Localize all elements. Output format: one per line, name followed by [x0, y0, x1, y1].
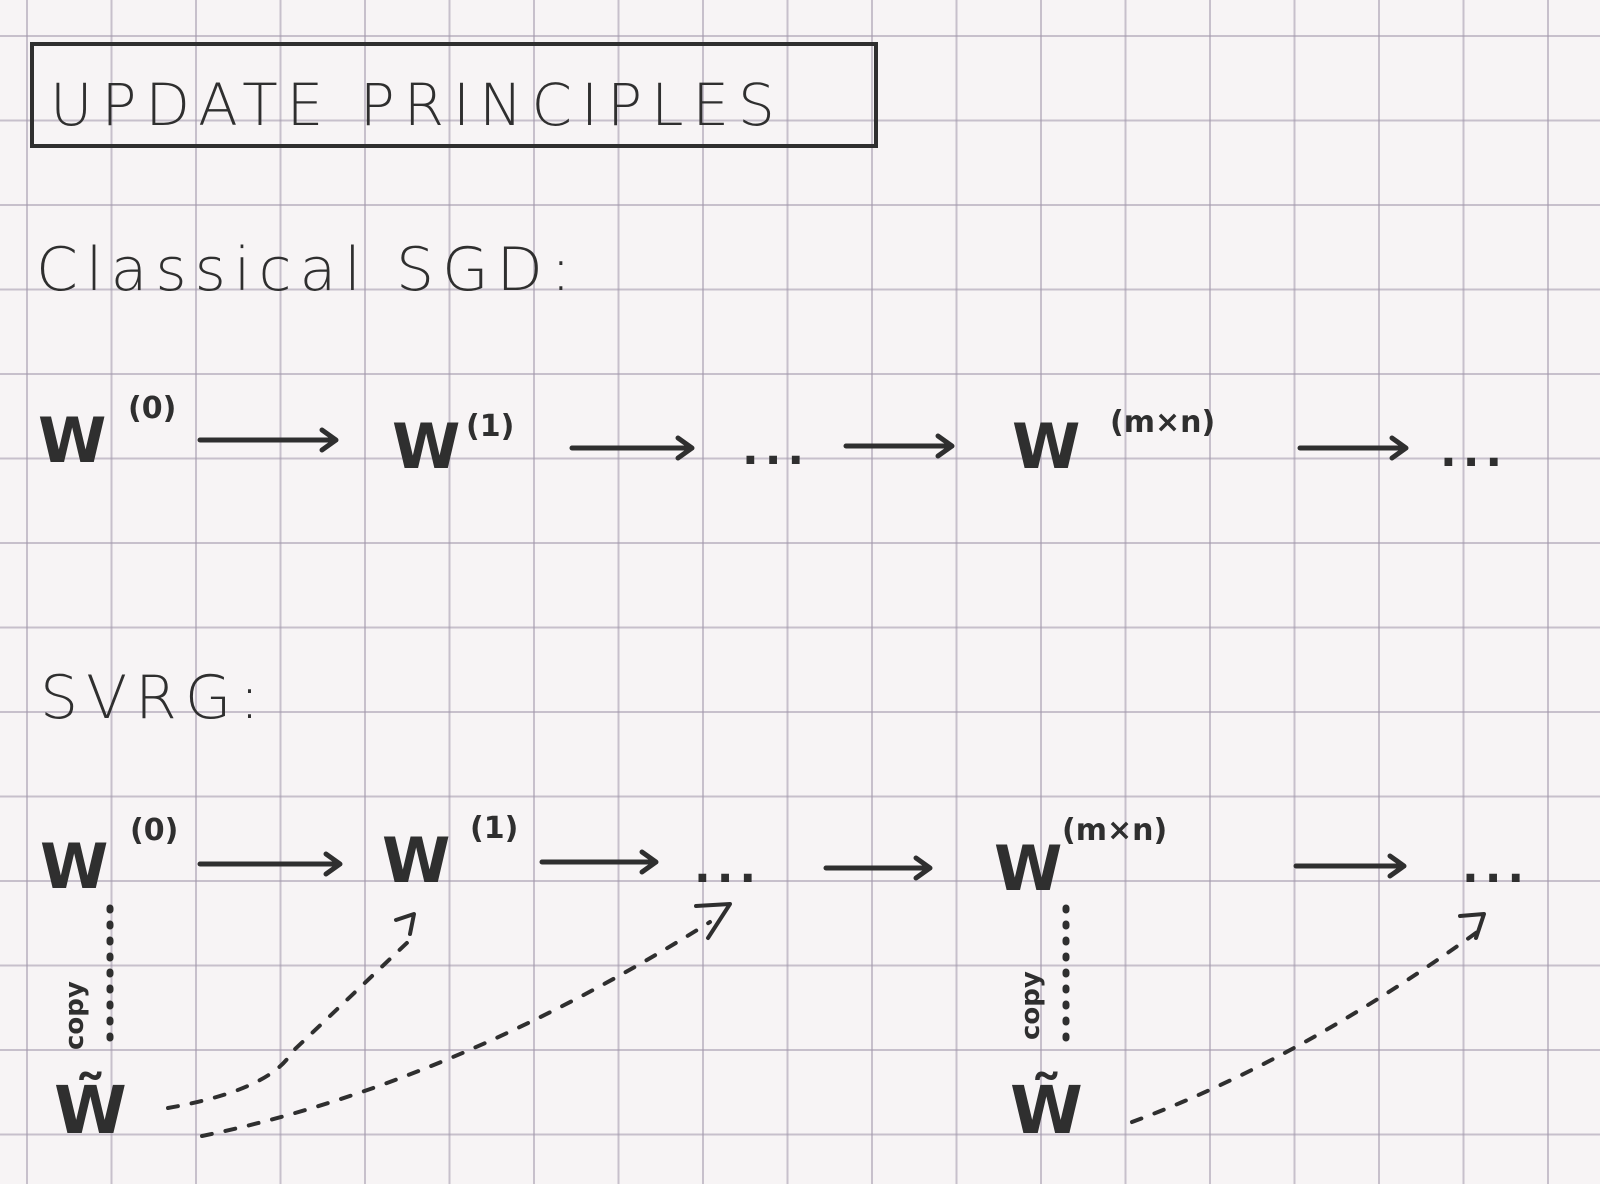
- svrg-arrow-2: [539, 849, 659, 875]
- svrg-w0-superscript: (0): [130, 813, 179, 848]
- svrg-w1: W: [382, 824, 451, 897]
- svrg-arrow-4: [1293, 853, 1407, 879]
- snapshot-connector-3: [1130, 928, 1482, 1124]
- classical-arrow-1: [197, 427, 339, 453]
- classical-wmn-superscript: (m×n): [1110, 405, 1216, 440]
- svrg-snapshot-w-tilde-2: W̃: [1010, 1072, 1083, 1149]
- classical-w0: W: [38, 404, 107, 477]
- svrg-snapshot-w-tilde-1: W̃: [54, 1072, 127, 1149]
- svrg-ellipsis-1: ...: [694, 842, 763, 893]
- classical-arrow-2: [569, 435, 695, 461]
- snapshot-connector-2-head: [694, 902, 732, 940]
- title-box: [30, 42, 878, 148]
- classical-w0-superscript: (0): [128, 391, 177, 426]
- svrg-wmn: W: [994, 832, 1063, 905]
- classical-ellipsis-1: ...: [742, 424, 811, 475]
- classical-arrow-3: [843, 433, 955, 459]
- svrg-w1-superscript: (1): [470, 811, 519, 846]
- classical-w1-superscript: (1): [466, 409, 515, 444]
- snapshot-connector-2: [200, 920, 712, 1138]
- classical-arrow-4: [1297, 435, 1409, 461]
- classical-ellipsis-2: ...: [1440, 426, 1509, 477]
- svrg-arrow-1: [197, 851, 343, 877]
- svrg-w0: W: [40, 830, 109, 903]
- classical-wmn: W: [1012, 410, 1081, 483]
- classical-w1: W: [392, 410, 461, 483]
- snapshot-connector-3-head: [1458, 912, 1486, 940]
- svrg-arrow-3: [823, 855, 933, 881]
- snapshot-connector-1: [166, 938, 412, 1110]
- snapshot-connector-1-head: [394, 912, 416, 936]
- svrg-heading: SVRG:: [40, 663, 268, 733]
- page-title: UPDATE PRINCIPLES: [50, 71, 784, 139]
- svrg-ellipsis-2: ...: [1462, 842, 1531, 893]
- svrg-wmn-superscript: (m×n): [1062, 813, 1168, 848]
- classical-sgd-heading: Classical SGD:: [36, 235, 580, 305]
